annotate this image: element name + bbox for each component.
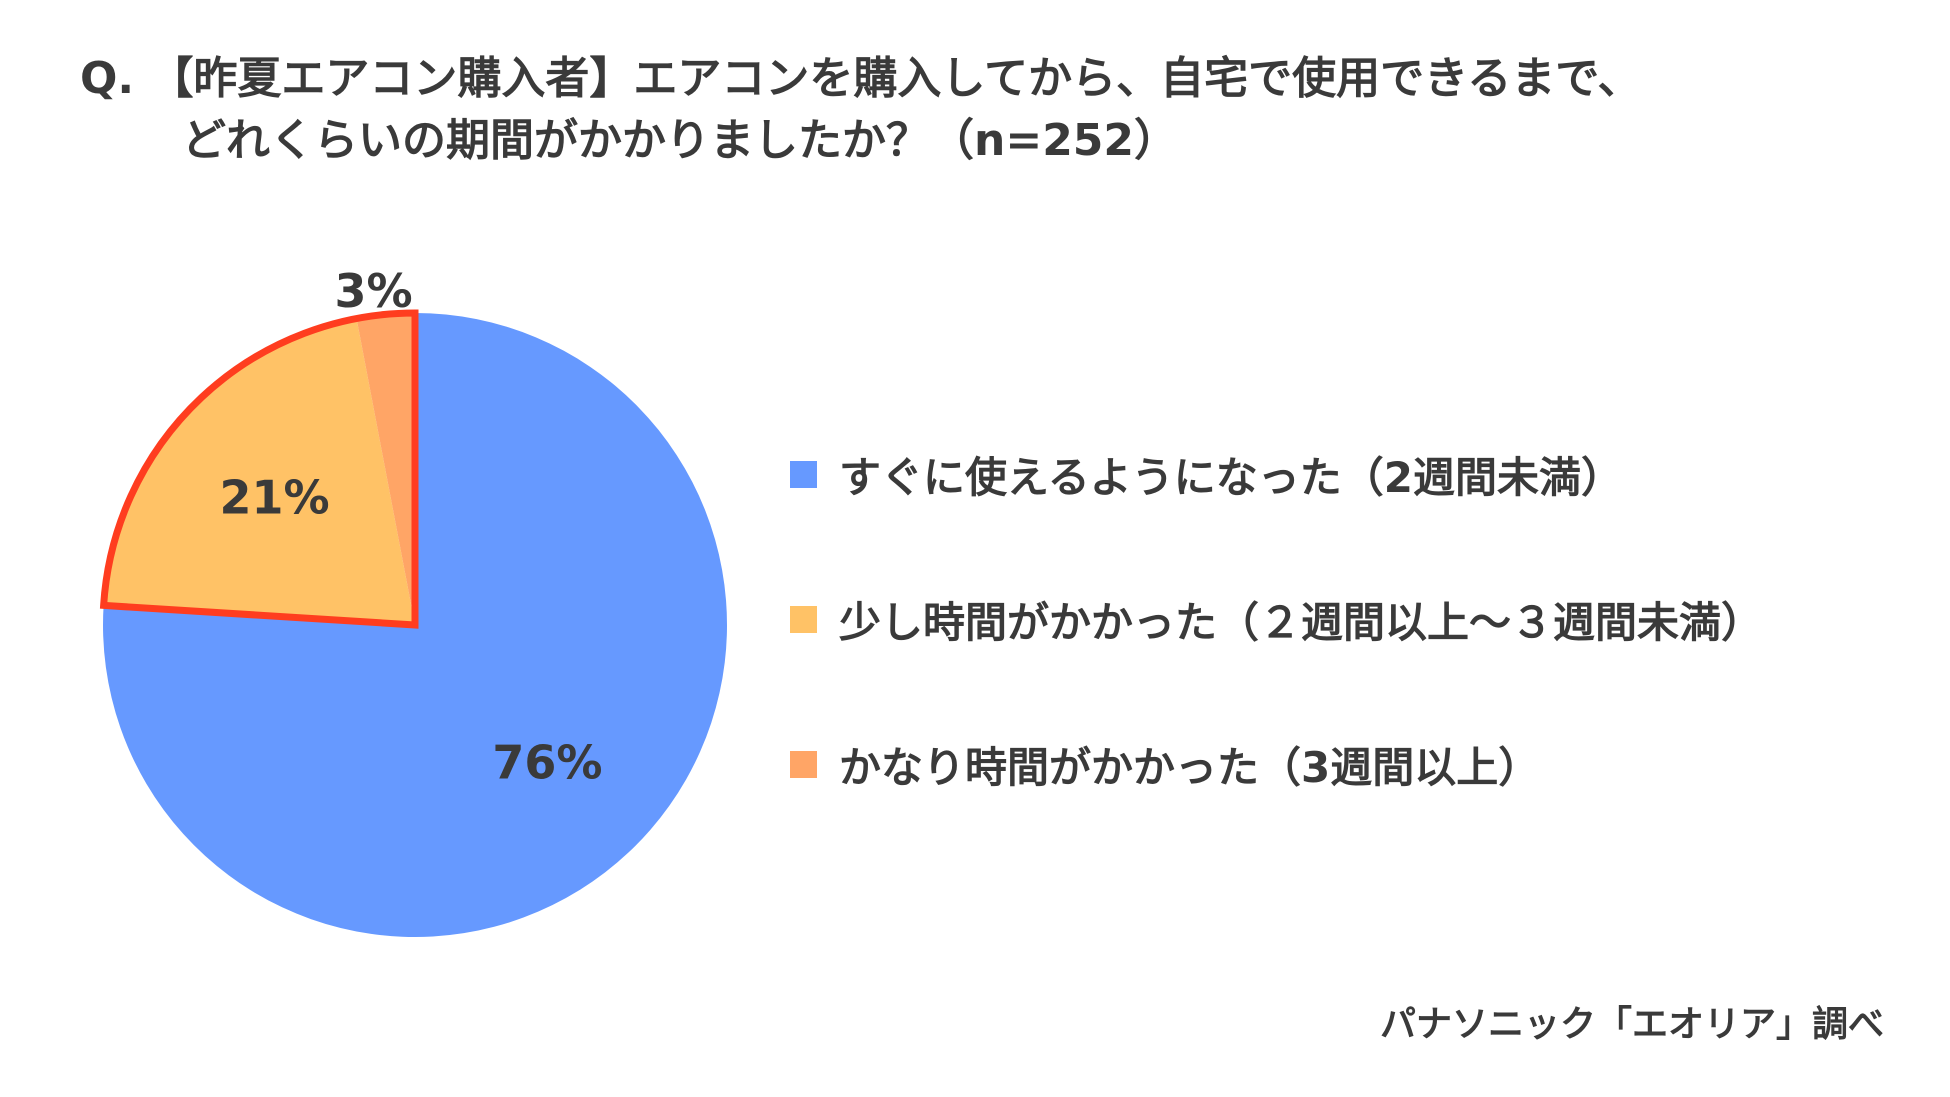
legend-label: 少し時間がかかった（２週間以上～３週間未満）: [839, 597, 1764, 647]
legend-item: すぐに使えるようになった（2週間未満）: [790, 438, 1763, 510]
legend-label: かなり時間がかかった（3週間以上）: [839, 742, 1541, 792]
legend: すぐに使えるようになった（2週間未満） 少し時間がかかった（２週間以上～３週間未…: [790, 438, 1763, 873]
legend-swatch: [790, 605, 817, 633]
pie-labels: 76% 21% 3%: [220, 264, 603, 790]
slice-percent-label: 3%: [335, 264, 413, 318]
title-line-2: どれくらいの期間がかかりましたか？（n=252）: [182, 115, 1179, 166]
legend-label: すぐに使えるようになった（2週間未満）: [839, 452, 1623, 502]
legend-item: かなり時間がかかった（3週間以上）: [790, 728, 1763, 800]
slice-percent-label: 76%: [492, 736, 602, 790]
highlight-outline: [99, 309, 419, 629]
pie-slice: [356, 313, 415, 625]
slice-percent-label: 21%: [220, 471, 330, 525]
source-note: パナソニック「エオリア」調べ: [1379, 1004, 1884, 1045]
title-line-1: Q. 【昨夏エアコン購入者】エアコンを購入してから、自宅で使用できるまで、: [80, 53, 1642, 104]
chart-title: Q. 【昨夏エアコン購入者】エアコンを購入してから、自宅で使用できるまで、 どれ…: [80, 48, 1900, 172]
pie-slice: [103, 318, 416, 625]
legend-swatch: [790, 460, 817, 488]
legend-item: 少し時間がかかった（２週間以上～３週間未満）: [790, 583, 1763, 655]
legend-swatch: [790, 750, 817, 778]
